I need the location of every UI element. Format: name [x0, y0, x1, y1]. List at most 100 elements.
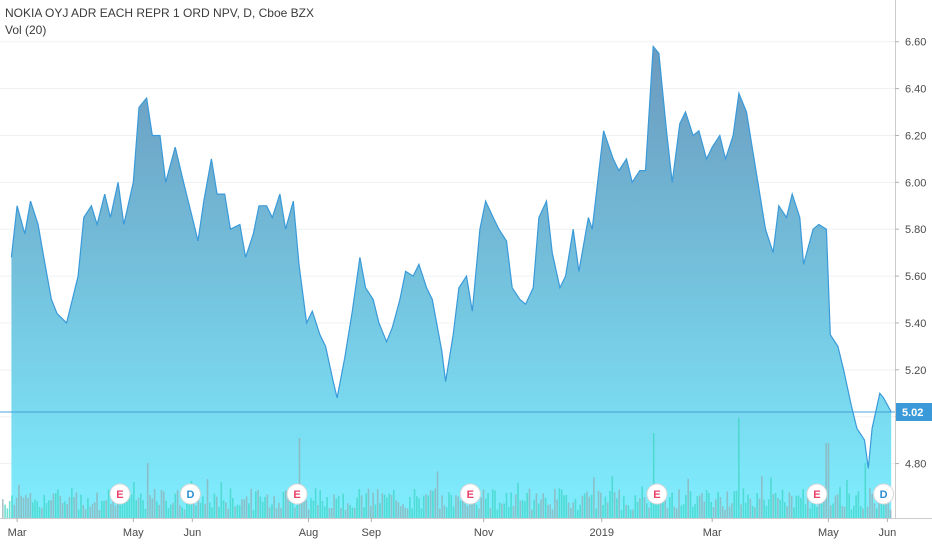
- volume-bar: [503, 503, 505, 518]
- earnings-marker[interactable]: E: [806, 483, 828, 505]
- volume-bar: [795, 495, 798, 518]
- volume-bar: [188, 499, 190, 518]
- volume-bar: [57, 489, 59, 518]
- volume-bar: [816, 507, 818, 518]
- volume-bar: [183, 509, 186, 518]
- volume-bar: [703, 501, 706, 518]
- volume-bar: [652, 433, 655, 518]
- marker-letter: E: [653, 489, 660, 501]
- volume-bar: [399, 506, 402, 518]
- volume-bar: [880, 491, 883, 518]
- x-tick-label: Jun: [879, 527, 897, 539]
- volume-bar: [450, 495, 453, 518]
- volume-bar: [763, 499, 765, 518]
- volume-bar: [59, 495, 62, 518]
- volume-bar: [367, 488, 370, 518]
- volume-bar: [416, 496, 418, 518]
- last-price-label: 5.02: [902, 407, 923, 419]
- volume-bar: [319, 490, 321, 518]
- volume-bar: [218, 506, 220, 518]
- volume-bar: [328, 508, 331, 518]
- volume-bar: [337, 496, 340, 518]
- volume-bar: [257, 489, 259, 518]
- volume-bar: [225, 502, 227, 518]
- dividend-marker[interactable]: D: [179, 483, 201, 505]
- volume-bar: [445, 507, 448, 518]
- earnings-marker[interactable]: E: [646, 483, 668, 505]
- marker-circle: [459, 483, 481, 505]
- volume-bar: [252, 509, 255, 518]
- volume-bar: [370, 506, 372, 518]
- volume-bar: [526, 493, 528, 518]
- volume-bar: [473, 495, 476, 518]
- volume-bar: [425, 494, 427, 518]
- volume-bar: [202, 496, 204, 518]
- volume-bar: [64, 501, 66, 518]
- price-axis[interactable]: 6.606.406.206.005.805.605.405.205.004.80…: [895, 0, 932, 550]
- volume-bar: [510, 492, 512, 518]
- time-axis[interactable]: Mar May Jun Aug Sep Nov 2019 Mar May Jun: [0, 518, 932, 550]
- volume-bar: [848, 493, 850, 518]
- volume-bar: [839, 486, 841, 518]
- volume-bar: [197, 490, 200, 518]
- volume-bar: [301, 500, 303, 518]
- volume-bar: [758, 498, 761, 518]
- earnings-marker[interactable]: E: [109, 483, 131, 505]
- volume-bar: [551, 509, 554, 518]
- volume-bar: [114, 505, 117, 518]
- volume-bar: [629, 509, 632, 518]
- volume-bar: [708, 493, 710, 518]
- volume-bar: [163, 491, 165, 518]
- volume-bar: [169, 504, 172, 518]
- volume-bar: [84, 509, 87, 518]
- volume-bar: [756, 493, 758, 518]
- volume-bar: [623, 496, 625, 518]
- x-tick-label: Nov: [474, 527, 494, 539]
- volume-bar: [220, 482, 223, 518]
- symbol-title[interactable]: NOKIA OYJ ADR EACH REPR 1 ORD NPV, D, Cb…: [5, 6, 314, 20]
- volume-bar: [296, 505, 298, 518]
- volume-bar: [52, 493, 55, 518]
- volume-bar: [731, 503, 733, 518]
- volume-bar: [659, 493, 662, 518]
- volume-bar: [496, 509, 499, 518]
- volume-bar: [100, 501, 103, 518]
- volume-bar: [135, 500, 137, 518]
- volume-bar: [459, 500, 462, 518]
- volume-bar: [655, 504, 657, 518]
- volume-bar: [811, 500, 814, 518]
- chart-legend: NOKIA OYJ ADR EACH REPR 1 ORD NPV, D, Cb…: [5, 5, 314, 39]
- volume-bar: [199, 502, 202, 518]
- volume-bar: [15, 497, 18, 518]
- marker-letter: E: [293, 489, 300, 501]
- volume-bar: [25, 495, 27, 518]
- y-tick-label: 6.00: [905, 177, 926, 189]
- volume-bar: [862, 508, 864, 518]
- volume-bar: [261, 501, 264, 518]
- marker-circle: [109, 483, 131, 505]
- volume-bar: [54, 493, 57, 518]
- volume-bar: [765, 505, 768, 518]
- volume-bar: [505, 493, 508, 518]
- volume-indicator-label[interactable]: Vol (20): [5, 23, 47, 37]
- marker-circle: [286, 483, 308, 505]
- volume-bar: [77, 509, 80, 518]
- earnings-marker[interactable]: E: [459, 483, 481, 505]
- volume-bar: [321, 500, 324, 518]
- earnings-marker[interactable]: E: [286, 483, 308, 505]
- volume-bar: [853, 505, 855, 518]
- dividend-marker[interactable]: D: [873, 483, 895, 505]
- volume-bar: [87, 498, 89, 518]
- volume-bar: [537, 503, 540, 518]
- volume-bar: [501, 503, 503, 518]
- volume-bar: [31, 502, 34, 518]
- volume-bar: [464, 503, 466, 518]
- x-tick-label: Jun: [183, 527, 201, 539]
- volume-bar: [680, 505, 683, 518]
- volume-bar: [590, 494, 593, 518]
- volume-bar: [103, 500, 105, 518]
- volume-bar: [406, 508, 409, 518]
